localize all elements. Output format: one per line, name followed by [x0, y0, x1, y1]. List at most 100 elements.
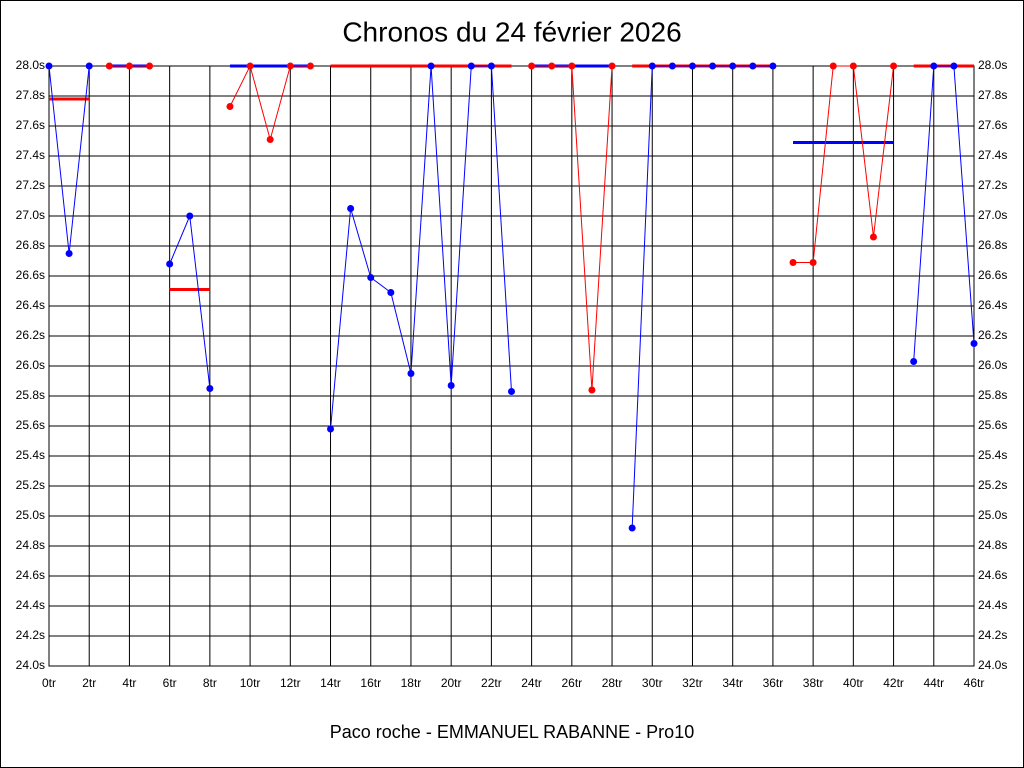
x-tick-label: 32tr: [682, 676, 703, 690]
lap-point: [869, 233, 877, 241]
lap-point: [709, 62, 717, 70]
x-tick-label: 40tr: [843, 676, 864, 690]
x-tick-label: 18tr: [401, 676, 422, 690]
x-tick-label: 46tr: [964, 676, 985, 690]
x-axis-label: Paco roche - EMMANUEL RABANNE - Pro10: [330, 722, 694, 742]
x-tick-label: 44tr: [923, 676, 944, 690]
lap-point: [166, 260, 174, 268]
lap-point: [628, 524, 636, 532]
y2-tick-label: 25.0s: [978, 508, 1007, 522]
x-tick-label: 12tr: [280, 676, 301, 690]
lap-point: [508, 388, 515, 395]
x-tick-label: 22tr: [481, 676, 502, 690]
y2-tick-label: 28.0s: [978, 58, 1007, 72]
x-tick-label: 30tr: [642, 676, 663, 690]
y2-tick-label: 25.2s: [978, 478, 1007, 492]
y-tick-label: 27.8s: [16, 88, 45, 102]
lap-point: [467, 62, 475, 70]
x-tick-label: 26tr: [561, 676, 582, 690]
x-tick-label: 14tr: [320, 676, 341, 690]
lap-point: [347, 205, 355, 212]
y2-tick-label: 24.8s: [978, 538, 1007, 552]
lap-point: [910, 358, 918, 365]
lap-point: [849, 62, 857, 70]
lap-point: [568, 62, 576, 70]
y-tick-label: 24.6s: [16, 568, 45, 582]
lap-point: [246, 62, 254, 70]
lap-point: [749, 62, 757, 70]
lap-point: [85, 62, 93, 70]
y2-tick-label: 26.6s: [978, 268, 1007, 282]
lap-point: [950, 62, 958, 70]
y-tick-label: 26.8s: [16, 238, 45, 252]
lap-point: [266, 136, 274, 143]
lap-point: [306, 62, 314, 70]
x-tick-label: 28tr: [602, 676, 623, 690]
y2-tick-label: 27.4s: [978, 148, 1007, 162]
lap-point: [65, 250, 73, 257]
lap-point: [45, 62, 53, 70]
y2-tick-label: 25.8s: [978, 388, 1007, 402]
y-tick-label: 26.2s: [16, 328, 45, 342]
x-tick-label: 36tr: [763, 676, 784, 690]
lap-point: [427, 62, 435, 70]
y2-tick-label: 24.2s: [978, 628, 1007, 642]
y-tick-label: 24.2s: [16, 628, 45, 642]
lap-point: [487, 62, 495, 70]
y-tick-label: 25.2s: [16, 478, 45, 492]
x-tick-label: 0tr: [42, 676, 56, 690]
y2-tick-label: 27.6s: [978, 118, 1007, 132]
lap-point: [146, 62, 154, 70]
y2-tick-label: 26.2s: [978, 328, 1007, 342]
x-tick-label: 20tr: [441, 676, 462, 690]
lap-point: [447, 382, 455, 389]
lap-point: [548, 62, 556, 70]
y-tick-label: 26.6s: [16, 268, 45, 282]
lap-point: [688, 62, 696, 70]
lap-point: [789, 259, 797, 266]
x-tick-label: 2tr: [82, 676, 96, 690]
y-tick-label: 25.0s: [16, 508, 45, 522]
lap-point: [608, 62, 616, 70]
x-tick-label: 16tr: [360, 676, 381, 690]
lap-point: [286, 62, 294, 70]
y2-tick-label: 27.0s: [978, 208, 1007, 222]
y-tick-label: 28.0s: [16, 58, 45, 72]
y-tick-label: 27.4s: [16, 148, 45, 162]
x-tick-label: 6tr: [163, 676, 177, 690]
x-tick-label: 34tr: [722, 676, 743, 690]
y-tick-label: 24.8s: [16, 538, 45, 552]
y-tick-label: 24.4s: [16, 598, 45, 612]
y-tick-label: 26.0s: [16, 358, 45, 372]
y2-tick-label: 26.4s: [978, 298, 1007, 312]
y2-tick-label: 24.4s: [978, 598, 1007, 612]
y2-tick-label: 26.8s: [978, 238, 1007, 252]
lap-point: [930, 62, 938, 70]
y2-tick-label: 26.0s: [978, 358, 1007, 372]
y2-tick-label: 25.6s: [978, 418, 1007, 432]
lap-point: [226, 103, 234, 110]
lap-point: [125, 62, 133, 70]
lap-line: [913, 65, 975, 362]
lap-point: [829, 62, 837, 70]
lap-point: [588, 386, 596, 394]
lap-point: [387, 289, 395, 296]
x-tick-label: 10tr: [240, 676, 261, 690]
lap-point: [729, 62, 737, 70]
lap-point: [528, 62, 536, 70]
lap-point: [186, 212, 194, 220]
x-tick-label: 4tr: [122, 676, 136, 690]
y-tick-label: 27.2s: [16, 178, 45, 192]
y-tick-label: 24.0s: [16, 658, 45, 672]
lap-point: [327, 425, 335, 433]
lap-point: [105, 62, 113, 70]
y2-tick-label: 25.4s: [978, 448, 1007, 462]
y2-tick-label: 24.6s: [978, 568, 1007, 582]
x-tick-label: 8tr: [203, 676, 217, 690]
lap-point: [206, 385, 214, 392]
lap-point: [890, 62, 898, 70]
lap-point: [648, 62, 656, 70]
y2-tick-label: 27.2s: [978, 178, 1007, 192]
y-tick-label: 25.4s: [16, 448, 45, 462]
